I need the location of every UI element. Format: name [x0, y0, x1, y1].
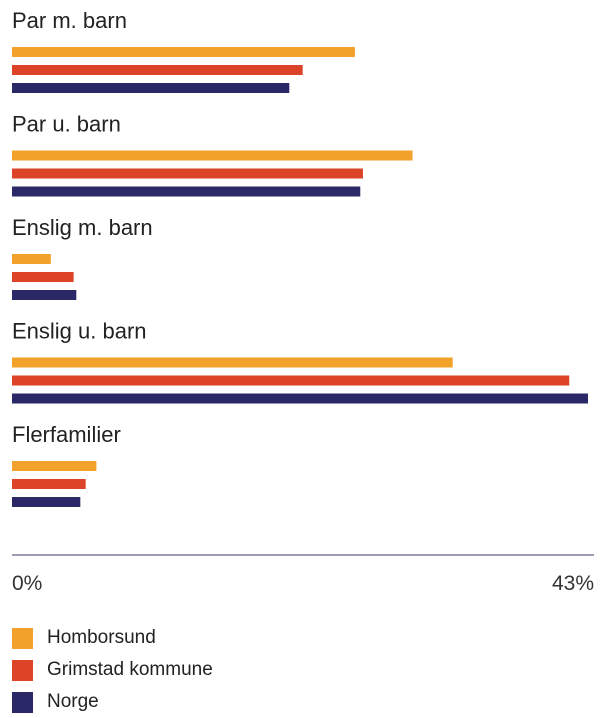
category-label: Enslig m. barn	[12, 215, 153, 240]
legend-item-homborsund: Homborsund	[12, 622, 213, 654]
bar-norge	[12, 393, 588, 404]
bar-norge	[12, 497, 81, 507]
category-label: Par m. barn	[12, 8, 127, 33]
legend-swatch-norge	[12, 691, 33, 713]
legend-swatch-homborsund	[12, 627, 33, 649]
category-label: Par u. barn	[12, 112, 121, 137]
bar-grimstad-kommune	[12, 375, 570, 386]
bar-norge	[12, 290, 77, 300]
bar-chart: Par m. barn Par u. barn Enslig m. barn Ensl…	[12, 8, 594, 595]
x-tick-label-min: 0%	[12, 572, 42, 595]
legend: Homborsund Grimstad kommune Norge	[12, 622, 213, 718]
bar-grimstad-kommune	[12, 272, 74, 282]
bar-homborsund	[12, 357, 453, 368]
bar-grimstad-kommune	[12, 168, 363, 179]
bar-homborsund	[12, 150, 413, 161]
category-label: Enslig u. barn	[12, 319, 147, 344]
category-label: Flerfamilier	[12, 422, 121, 447]
legend-label-norge: Norge	[47, 691, 99, 712]
bar-grimstad-kommune	[12, 479, 86, 489]
bar-grimstad-kommune	[12, 65, 303, 75]
bar-norge	[12, 186, 361, 197]
legend-label-homborsund: Homborsund	[47, 627, 156, 648]
bar-homborsund	[12, 47, 355, 57]
legend-label-grimstad: Grimstad kommune	[47, 659, 213, 680]
bar-homborsund	[12, 461, 97, 471]
bar-norge	[12, 83, 290, 93]
bar-homborsund	[12, 254, 51, 264]
legend-item-grimstad: Grimstad kommune	[12, 654, 213, 686]
legend-swatch-grimstad	[12, 659, 33, 681]
bar-groups: Par m. barn Par u. barn Enslig m. barn Ensl…	[12, 8, 588, 507]
x-tick-label-max: 43%	[552, 572, 594, 595]
legend-item-norge: Norge	[12, 686, 213, 718]
